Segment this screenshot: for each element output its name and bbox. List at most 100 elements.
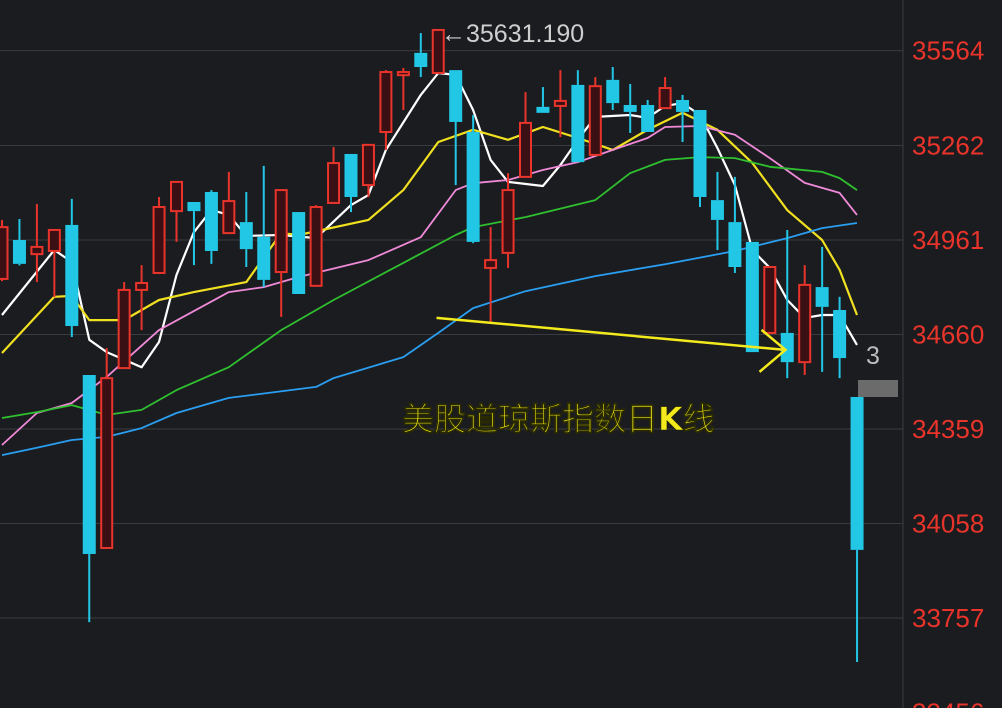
candle-down bbox=[65, 198, 79, 338]
candle-down bbox=[239, 191, 253, 268]
candle-body bbox=[135, 282, 149, 291]
candle-up bbox=[117, 282, 131, 370]
candle-down bbox=[710, 171, 724, 251]
candle-body bbox=[170, 180, 183, 213]
candle-down bbox=[344, 153, 358, 213]
trend-arrow bbox=[436, 316, 788, 373]
candle-body bbox=[519, 121, 532, 178]
candle-up bbox=[484, 227, 498, 323]
candle-body bbox=[292, 212, 306, 295]
candle-down bbox=[12, 218, 26, 266]
candle-up bbox=[100, 348, 114, 550]
candle-body bbox=[222, 200, 236, 235]
candle-body bbox=[728, 222, 742, 268]
trend-arrow-head bbox=[758, 328, 788, 373]
candle-down bbox=[745, 241, 759, 353]
candle-body bbox=[65, 224, 79, 327]
y-tick-label: 34660 bbox=[912, 320, 984, 350]
y-tick-label: 34359 bbox=[912, 414, 984, 444]
candle-up bbox=[30, 203, 44, 283]
y-tick-label: 33757 bbox=[912, 603, 984, 633]
candle-up bbox=[431, 28, 445, 74]
candle-up bbox=[553, 70, 567, 138]
candle-body bbox=[239, 222, 253, 250]
candle-down bbox=[833, 296, 847, 379]
candle-up bbox=[501, 173, 515, 268]
candle-body bbox=[606, 79, 620, 104]
max-price-label: ←35631.190 bbox=[441, 20, 584, 48]
candle-body bbox=[257, 236, 271, 280]
candle-up bbox=[309, 205, 323, 287]
candle-body bbox=[710, 200, 724, 220]
candle-body bbox=[780, 332, 794, 363]
candle-up bbox=[327, 147, 341, 204]
candle-down bbox=[449, 70, 463, 186]
candle-down bbox=[571, 70, 585, 163]
candle-body bbox=[100, 377, 114, 550]
candle-body bbox=[361, 143, 375, 187]
y-tick-label: 35262 bbox=[912, 130, 984, 160]
candle-down bbox=[693, 110, 707, 208]
chart-annotation: 美股道琼斯指数日K线 bbox=[402, 400, 715, 438]
trend-arrow-line bbox=[436, 316, 786, 352]
candle-up bbox=[274, 189, 288, 317]
candle-body bbox=[82, 375, 96, 554]
candle-down bbox=[204, 190, 218, 264]
candle-down bbox=[850, 396, 864, 662]
candle-down bbox=[187, 202, 201, 266]
candle-up bbox=[135, 265, 149, 331]
candle-down bbox=[728, 176, 742, 273]
candle-body bbox=[12, 240, 26, 264]
candle-body bbox=[641, 104, 655, 132]
candle-body bbox=[850, 396, 864, 550]
candle-body bbox=[815, 287, 829, 307]
y-axis-ticks: 35564 35262 34961 34660 34359 34058 33757 33456 bbox=[912, 36, 984, 708]
candle-body bbox=[745, 241, 759, 353]
candle-body bbox=[187, 202, 201, 212]
ma20-line bbox=[1, 125, 858, 446]
candle-body bbox=[571, 84, 585, 163]
candle-body bbox=[763, 266, 777, 334]
candle-body bbox=[693, 110, 707, 197]
candle-body bbox=[344, 153, 358, 197]
candle-down bbox=[414, 33, 428, 78]
candle-down bbox=[536, 87, 550, 113]
y-tick-label: 33456 bbox=[912, 698, 984, 708]
candle-body bbox=[152, 206, 166, 274]
candle-up bbox=[396, 67, 410, 111]
candle-body bbox=[676, 99, 690, 112]
candle-body bbox=[309, 206, 323, 287]
candle-up bbox=[170, 180, 183, 242]
candle-body bbox=[484, 259, 498, 269]
candle-up bbox=[222, 171, 236, 235]
candle-body bbox=[414, 52, 428, 68]
candle-body bbox=[117, 288, 131, 370]
candle-body bbox=[449, 70, 463, 122]
candle-up bbox=[519, 92, 532, 178]
gridlines bbox=[0, 50, 903, 619]
last-label: 3 bbox=[866, 342, 880, 370]
candle-up bbox=[763, 266, 777, 334]
candle-body bbox=[501, 189, 515, 254]
candle-down bbox=[623, 83, 637, 133]
candle-up bbox=[361, 143, 375, 197]
candle-down bbox=[257, 165, 271, 288]
candle-body bbox=[553, 99, 567, 107]
candle-body bbox=[204, 191, 218, 251]
candle-down bbox=[676, 94, 690, 143]
candle-body bbox=[379, 71, 393, 133]
candle-body bbox=[536, 106, 550, 113]
y-tick-label: 35564 bbox=[912, 36, 984, 66]
candles bbox=[0, 28, 864, 662]
candle-up bbox=[798, 265, 812, 376]
candle-body bbox=[466, 131, 480, 242]
candle-body bbox=[47, 228, 61, 252]
candle-down bbox=[82, 375, 96, 623]
candle-down bbox=[466, 115, 480, 244]
candle-body bbox=[30, 245, 44, 256]
candle-body bbox=[327, 162, 341, 204]
candle-body bbox=[396, 71, 410, 77]
price-marker bbox=[858, 380, 898, 397]
